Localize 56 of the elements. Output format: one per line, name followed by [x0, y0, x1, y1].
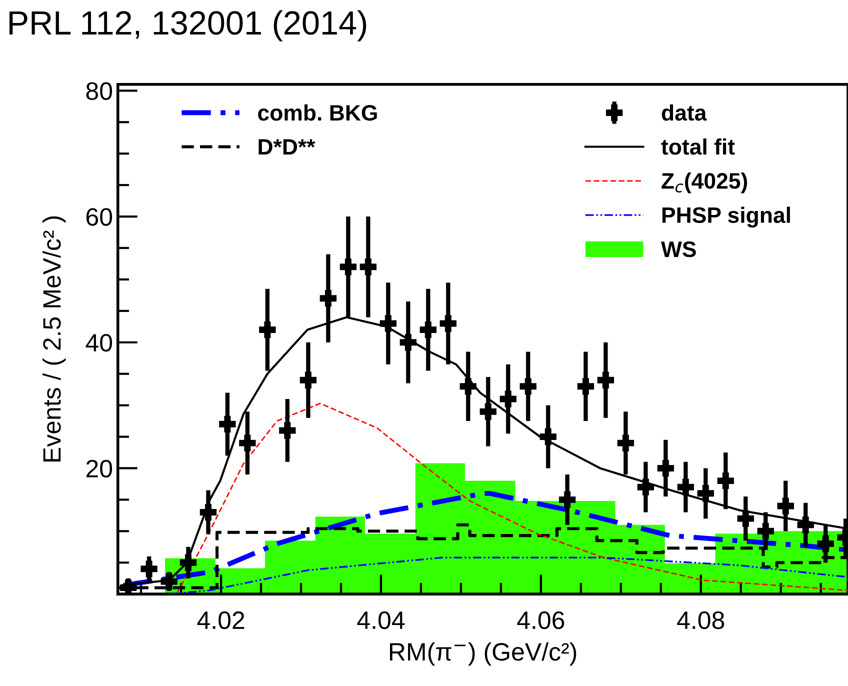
point: [340, 258, 357, 276]
point: [577, 378, 594, 395]
point: [219, 416, 236, 433]
y-tick-label: 20: [86, 460, 112, 478]
y-tick-label: 80: [86, 82, 112, 100]
point: [757, 522, 774, 540]
point: [120, 579, 137, 594]
x-tick-label: 4.06: [517, 611, 564, 630]
point: [279, 422, 296, 439]
x-tick-label: 4.02: [197, 611, 244, 630]
line-series: [168, 556, 848, 594]
point: [558, 491, 576, 508]
point: [400, 334, 416, 351]
point: [597, 372, 614, 388]
point: [540, 428, 556, 446]
y-tick-label: 60: [86, 208, 112, 226]
point: [777, 498, 794, 514]
legend-label: D*D**: [258, 139, 316, 155]
point: [200, 504, 217, 521]
point: [420, 321, 436, 338]
point: [817, 535, 834, 552]
x-tick-label: 4.04: [357, 611, 405, 630]
point: [500, 390, 516, 408]
point: [520, 378, 536, 395]
point: [677, 478, 694, 496]
point: [160, 573, 178, 590]
point: [480, 403, 496, 420]
point: [360, 258, 377, 276]
y-axis-title: Events / ( 2.5 MeV/c² ): [42, 216, 66, 462]
legend-label: Z$_{c}$(4025): [662, 172, 748, 194]
point: [697, 485, 714, 502]
point: [797, 516, 814, 534]
point: [637, 478, 654, 496]
legend-label: PHSP signal: [662, 206, 790, 228]
point: [617, 434, 634, 452]
point: [460, 378, 476, 395]
x-tick-label: 4.08: [677, 611, 724, 630]
point: [737, 510, 754, 527]
point: [320, 290, 337, 307]
point: [259, 321, 276, 338]
point: [239, 434, 256, 452]
point: [657, 460, 674, 477]
legend-label: comb. BKG: [258, 104, 377, 121]
x-axis-title: RM(π$^{−}$) (GeV/c²): [390, 642, 576, 666]
text: PRL 112, 132001 (2014): [10, 10, 366, 42]
line-series: [176, 402, 848, 594]
legend-label: WS: [661, 241, 696, 258]
legend-label: data: [662, 104, 707, 121]
legend-label: total fit: [661, 138, 735, 155]
y-tick-label: 40: [86, 334, 112, 352]
point: [180, 554, 197, 571]
point: [440, 315, 456, 332]
point: [140, 560, 158, 578]
point: [717, 472, 734, 490]
point: [300, 372, 317, 388]
point: [380, 315, 397, 332]
